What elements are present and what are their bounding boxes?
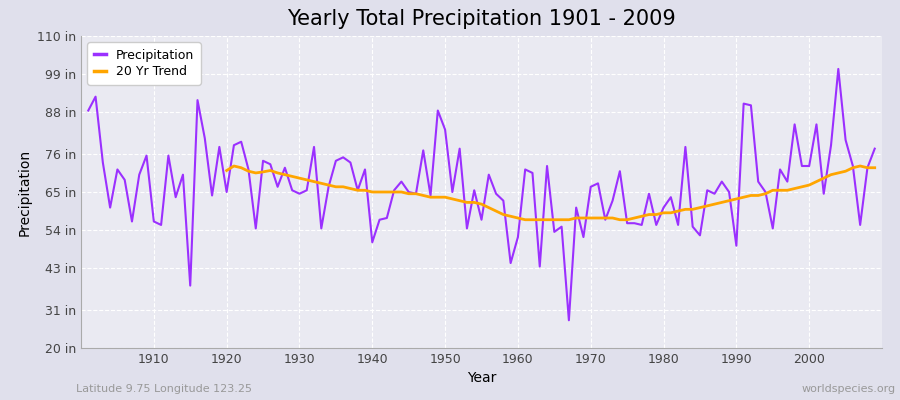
Legend: Precipitation, 20 Yr Trend: Precipitation, 20 Yr Trend <box>87 42 201 84</box>
20 Yr Trend <box>688 207 698 212</box>
X-axis label: Year: Year <box>467 372 496 386</box>
Line: 20 Yr Trend: 20 Yr Trend <box>227 166 875 220</box>
Precipitation <box>563 318 574 323</box>
20 Yr Trend <box>869 165 880 170</box>
20 Yr Trend <box>425 195 436 200</box>
Precipitation <box>608 198 618 203</box>
20 Yr Trend <box>316 181 327 186</box>
20 Yr Trend <box>229 164 239 168</box>
Precipitation <box>505 261 516 266</box>
Line: Precipitation: Precipitation <box>88 69 875 320</box>
Precipitation <box>83 108 94 113</box>
Title: Yearly Total Precipitation 1901 - 2009: Yearly Total Precipitation 1901 - 2009 <box>287 9 676 29</box>
Precipitation <box>512 235 523 240</box>
Text: worldspecies.org: worldspecies.org <box>801 384 896 394</box>
Precipitation <box>302 188 312 193</box>
Precipitation <box>141 153 152 158</box>
20 Yr Trend <box>789 186 800 191</box>
Text: Latitude 9.75 Longitude 123.25: Latitude 9.75 Longitude 123.25 <box>76 384 253 394</box>
20 Yr Trend <box>775 188 786 193</box>
20 Yr Trend <box>855 164 866 168</box>
20 Yr Trend <box>520 217 531 222</box>
Precipitation <box>832 66 843 71</box>
Y-axis label: Precipitation: Precipitation <box>17 148 32 236</box>
Precipitation <box>345 160 356 165</box>
Precipitation <box>869 146 880 151</box>
20 Yr Trend <box>221 168 232 173</box>
